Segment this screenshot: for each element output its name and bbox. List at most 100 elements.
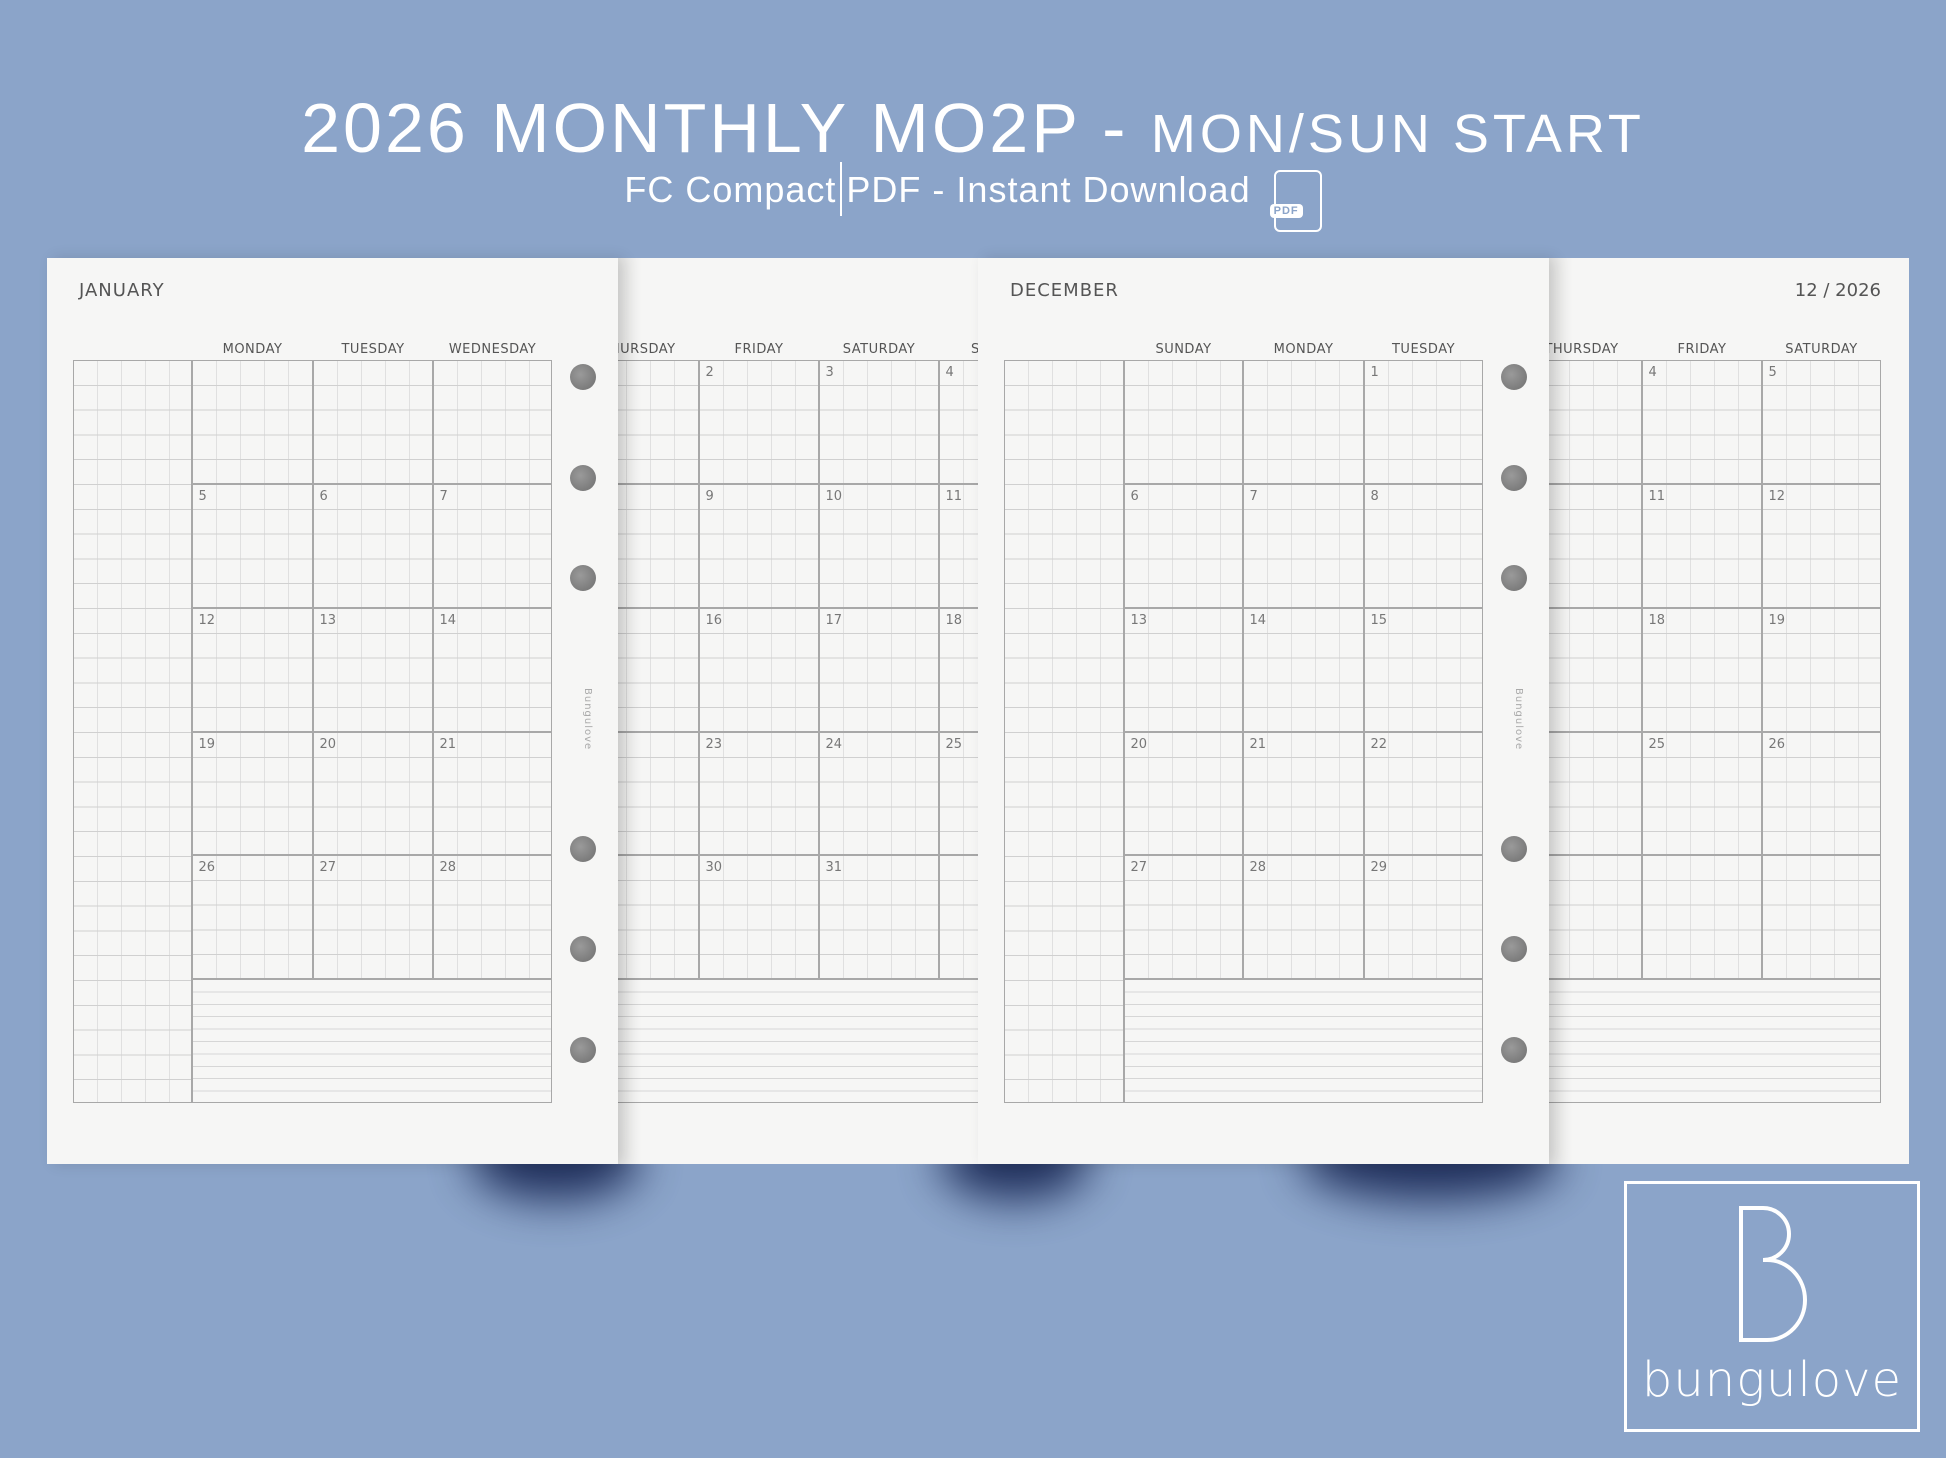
day-number: 13 <box>1130 612 1148 628</box>
day-cell[interactable]: 30 <box>698 854 819 979</box>
divider <box>840 162 843 216</box>
notes-area[interactable] <box>1123 978 1483 1103</box>
day-cell[interactable]: 10 <box>818 483 939 608</box>
day-cell[interactable]: 22 <box>1363 731 1483 855</box>
day-cell[interactable]: 14 <box>432 607 552 732</box>
day-cell[interactable]: 6 <box>1123 483 1243 608</box>
day-cell[interactable]: 1 <box>618 359 699 484</box>
day-cell[interactable]: 10 <box>1549 483 1642 608</box>
january-right-page: THURSDAY18152229FRIDAY29162330SATURDAY31… <box>618 258 978 1164</box>
day-cell[interactable]: 3 <box>1549 359 1642 484</box>
day-cell[interactable]: 17 <box>1549 607 1642 732</box>
day-cell[interactable]: 11 <box>1641 483 1762 608</box>
day-cell[interactable]: 26 <box>191 854 313 979</box>
day-cell[interactable]: 27 <box>1123 854 1243 979</box>
day-number: 7 <box>1249 488 1258 504</box>
day-number: 3 <box>825 364 834 380</box>
day-cell[interactable]: 13 <box>1123 607 1243 732</box>
day-cell[interactable]: 15 <box>1363 607 1483 732</box>
day-cell[interactable]: 29 <box>1363 854 1483 979</box>
day-cell[interactable]: 25 <box>938 731 978 855</box>
weekday-header: MONDAY <box>1273 342 1334 357</box>
january-left-page: JANUARY MONDAY 5 12 19 26 TUESDAY 6 13 20 27 WEDNES… <box>47 258 618 1164</box>
day-cell[interactable]: 18 <box>938 607 978 732</box>
day-cell[interactable]: 31 <box>818 854 939 979</box>
day-cell[interactable]: 9 <box>698 483 819 608</box>
notes-area[interactable] <box>1549 978 1881 1103</box>
month-title: JANUARY <box>79 280 165 301</box>
day-cell[interactable]: 1 <box>1363 359 1483 484</box>
day-number: 19 <box>198 736 216 752</box>
binder-hole <box>1501 465 1527 491</box>
day-number: 20 <box>1130 736 1148 752</box>
day-cell[interactable]: 2 <box>698 359 819 484</box>
day-cell[interactable]: 19 <box>1761 607 1881 732</box>
weekday-header: WEDNESDAY <box>448 342 537 357</box>
day-cell[interactable] <box>938 854 978 979</box>
day-number: 14 <box>439 612 457 628</box>
binder-hole <box>570 1037 596 1063</box>
day-cell[interactable]: 21 <box>432 731 552 855</box>
weekday-header: SATURDAY <box>842 342 916 357</box>
day-cell[interactable] <box>1242 359 1364 484</box>
day-cell[interactable]: 24 <box>1549 731 1642 855</box>
day-cell[interactable]: 20 <box>312 731 433 855</box>
day-cell[interactable]: 24 <box>818 731 939 855</box>
day-cell[interactable]: 4 <box>1641 359 1762 484</box>
day-cell[interactable] <box>1641 854 1762 979</box>
day-number: 6 <box>319 488 328 504</box>
day-cell[interactable] <box>312 359 433 484</box>
day-cell[interactable]: 16 <box>698 607 819 732</box>
day-cell[interactable]: 6 <box>312 483 433 608</box>
day-cell[interactable]: 5 <box>191 483 313 608</box>
day-cell[interactable]: 18 <box>1641 607 1762 732</box>
day-cell[interactable]: 7 <box>432 483 552 608</box>
day-cell[interactable]: 14 <box>1242 607 1364 732</box>
page-title: 2026 MONTHLY MO2P - MON/SUN START <box>0 88 1946 168</box>
day-cell[interactable]: 7 <box>1242 483 1364 608</box>
day-number: 26 <box>1768 736 1786 752</box>
binder-hole <box>1501 836 1527 862</box>
day-number: 17 <box>825 612 843 628</box>
day-cell[interactable]: 8 <box>618 483 699 608</box>
notes-area[interactable] <box>618 978 978 1103</box>
day-cell[interactable] <box>191 359 313 484</box>
day-cell[interactable]: 12 <box>1761 483 1881 608</box>
day-number: 12 <box>1768 488 1786 504</box>
notes-area[interactable] <box>191 978 552 1103</box>
day-cell[interactable] <box>1761 854 1881 979</box>
day-cell[interactable]: 28 <box>1242 854 1364 979</box>
day-number: 23 <box>705 736 723 752</box>
binder-hole <box>1501 565 1527 591</box>
day-cell[interactable]: 5 <box>1761 359 1881 484</box>
day-cell[interactable]: 31 <box>1549 854 1642 979</box>
day-cell[interactable] <box>1123 359 1243 484</box>
day-cell[interactable]: 29 <box>618 854 699 979</box>
day-cell[interactable]: 28 <box>432 854 552 979</box>
day-cell[interactable]: 13 <box>312 607 433 732</box>
weekday-header: THURSDAY <box>618 342 676 357</box>
day-cell[interactable]: 17 <box>818 607 939 732</box>
day-cell[interactable]: 27 <box>312 854 433 979</box>
day-number: 15 <box>1370 612 1388 628</box>
day-cell[interactable]: 15 <box>618 607 699 732</box>
day-number: 6 <box>1130 488 1139 504</box>
day-cell[interactable]: 3 <box>818 359 939 484</box>
day-cell[interactable]: 19 <box>191 731 313 855</box>
day-cell[interactable]: 4 <box>938 359 978 484</box>
day-cell[interactable]: 25 <box>1641 731 1762 855</box>
day-cell[interactable]: 8 <box>1363 483 1483 608</box>
day-cell[interactable]: 26 <box>1761 731 1881 855</box>
page-fold-shadow <box>618 258 642 1164</box>
day-cell[interactable]: 20 <box>1123 731 1243 855</box>
day-cell[interactable]: 21 <box>1242 731 1364 855</box>
day-cell[interactable]: 22 <box>618 731 699 855</box>
binder-hole <box>570 565 596 591</box>
day-number: 10 <box>825 488 843 504</box>
day-cell[interactable]: 11 <box>938 483 978 608</box>
day-cell[interactable] <box>432 359 552 484</box>
day-cell[interactable]: 23 <box>698 731 819 855</box>
pdf-badge: PDF <box>1269 204 1303 218</box>
day-cell[interactable]: 12 <box>191 607 313 732</box>
spine-brand: Bungulove <box>582 688 593 751</box>
